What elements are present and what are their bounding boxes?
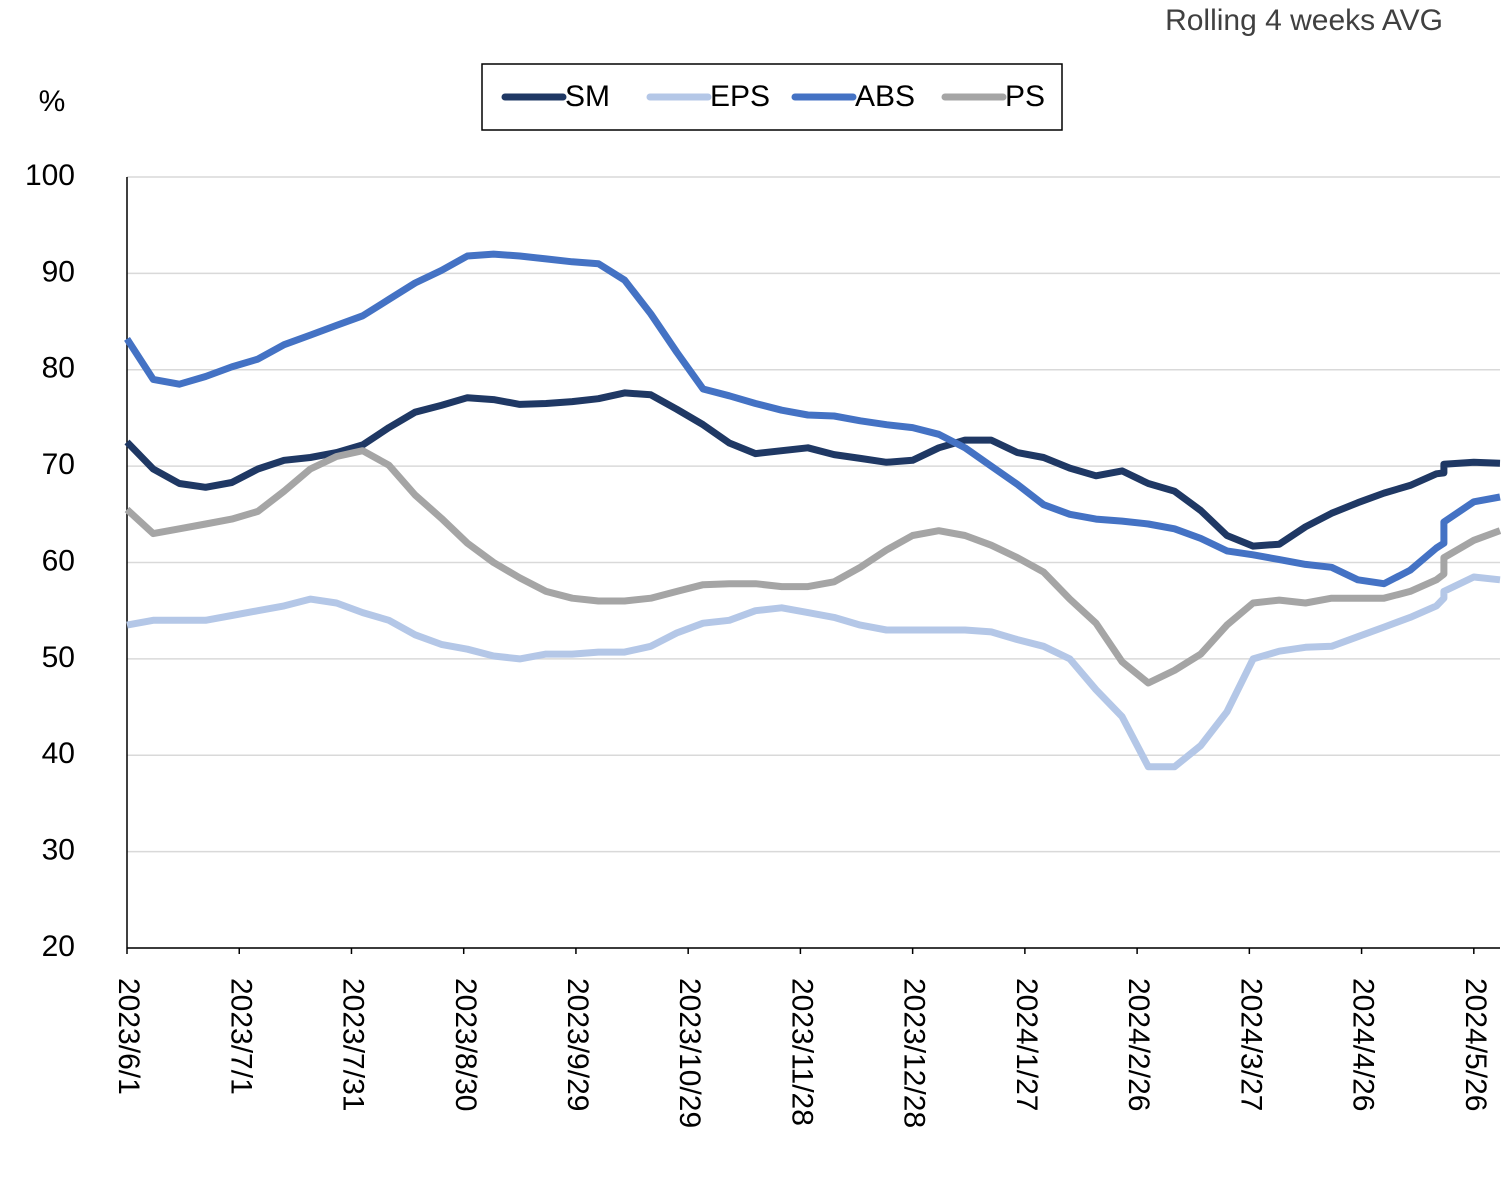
x-tick-label: 2024/3/27 [1234,978,1267,1111]
y-axis-label: % [39,85,66,118]
x-tick-label: 2023/6/1 [112,978,145,1095]
x-tick-label: 2024/1/27 [1010,978,1043,1111]
series-line [126,573,1501,771]
series-line [124,250,1501,588]
y-tick-label: 40 [42,737,75,770]
annotation: Rolling 4 weeks AVG [1165,4,1443,37]
y-tick-label: 90 [42,255,75,288]
series-line [124,447,1501,687]
x-tick-label: 2024/4/26 [1347,978,1380,1111]
x-tick-label: 2024/5/26 [1459,978,1492,1111]
y-tick-label: 30 [42,834,75,867]
y-tick-label: 80 [42,352,75,385]
x-tick-label: 2023/11/28 [785,978,818,1126]
legend-label: EPS [710,80,770,113]
y-tick-label: 60 [42,544,75,577]
x-tick-label: 2023/7/1 [224,978,257,1095]
y-tick-label: 50 [42,641,75,674]
legend-label: PS [1005,80,1045,113]
x-tick-label: 2024/2/26 [1122,978,1155,1111]
y-tick-label: 70 [42,448,75,481]
x-tick-label: 2023/7/31 [337,978,370,1111]
y-tick-label: 100 [25,159,75,192]
legend-label: ABS [855,80,915,113]
y-tick-label: 20 [42,930,75,963]
x-tick-label: 2023/12/28 [898,978,931,1128]
x-tick-label: 2023/10/29 [673,978,706,1128]
x-tick-label: 2023/8/30 [449,978,482,1111]
series-line [124,389,1501,550]
legend-label: SM [565,80,610,113]
x-tick-label: 2023/9/29 [561,978,594,1111]
